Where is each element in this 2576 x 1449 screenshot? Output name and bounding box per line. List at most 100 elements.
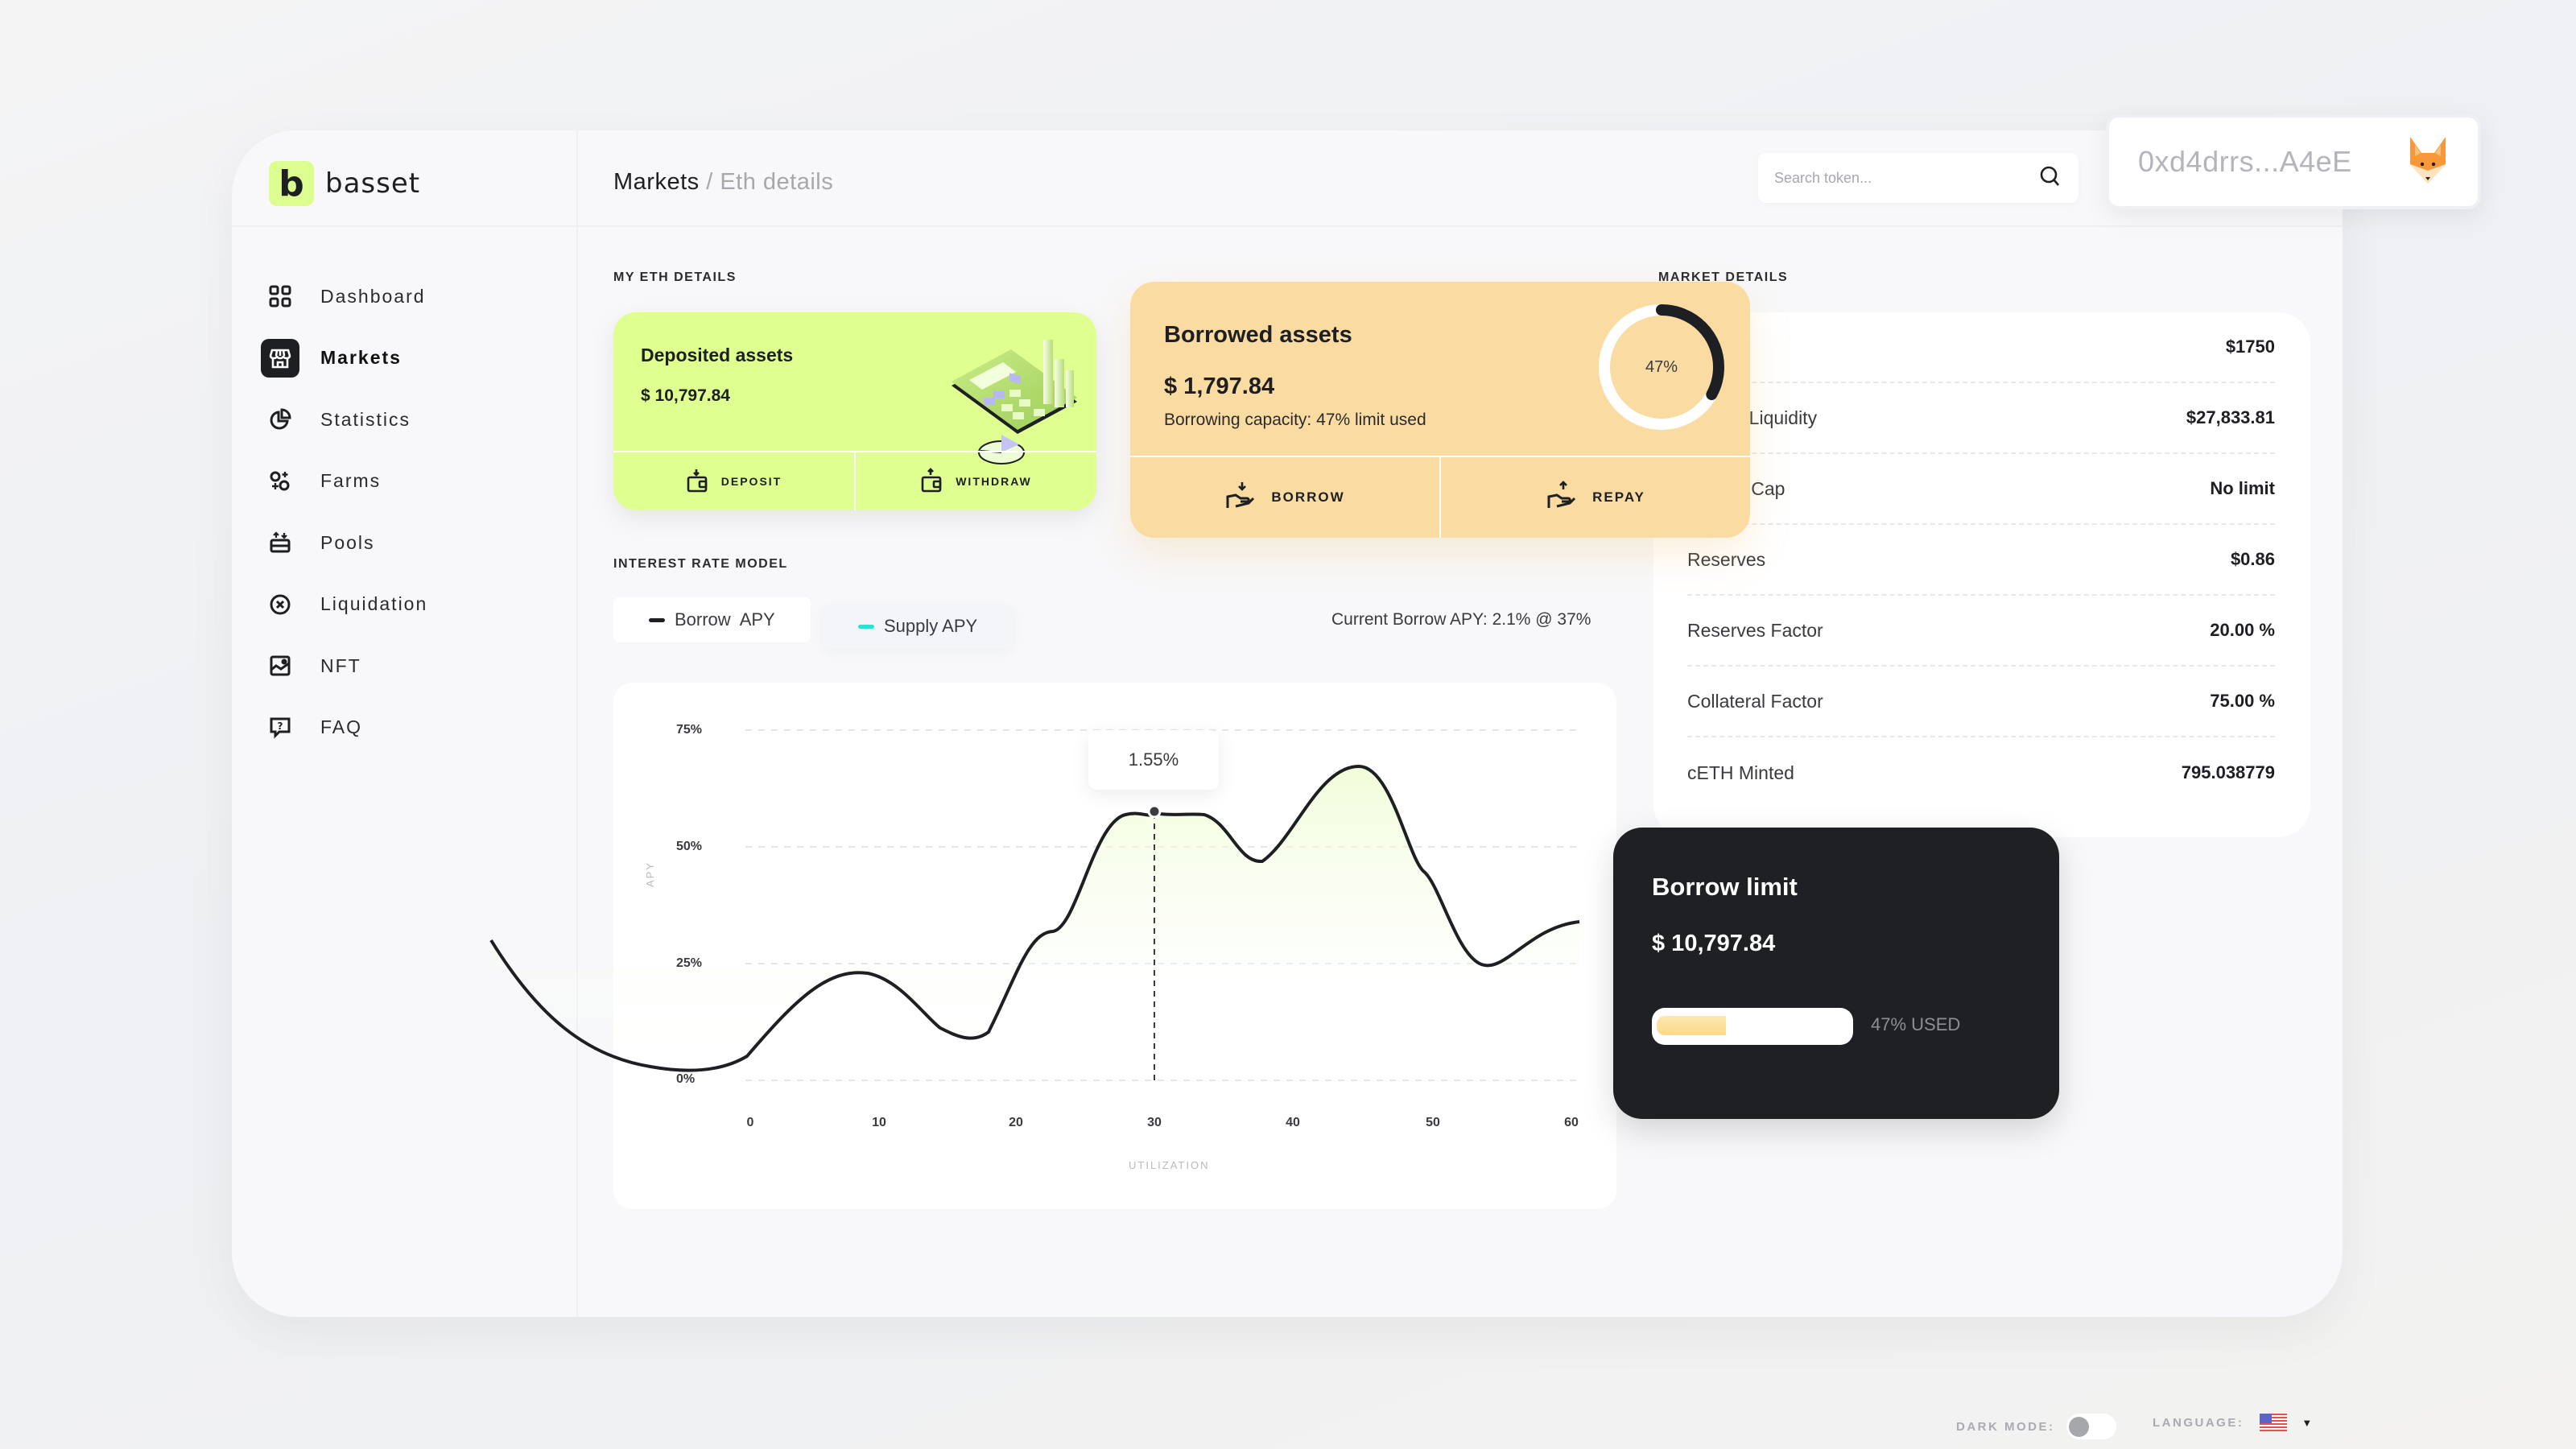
withdraw-label: WITHDRAW (956, 475, 1032, 488)
supply-swatch-icon (858, 624, 874, 629)
dark-mode-toggle[interactable] (2066, 1414, 2116, 1439)
x-circle-icon (261, 585, 299, 624)
sidebar-item-label: Farms (320, 470, 382, 492)
header-divider (232, 225, 2343, 227)
withdraw-button[interactable]: WITHDRAW (856, 452, 1096, 510)
sidebar-nav: Dashboard Markets Statistics Farms (261, 266, 427, 758)
us-flag-icon (2260, 1414, 2288, 1431)
market-row-reserves: Reserves $0.86 (1687, 525, 2275, 596)
market-row-reserves-factor: Reserves Factor 20.00 % (1687, 596, 2275, 667)
sidebar-item-statistics[interactable]: Statistics (261, 389, 427, 451)
card-divider (854, 451, 856, 510)
question-chat-icon: ? (261, 708, 299, 747)
deposit-button[interactable]: DEPOSIT (613, 452, 854, 510)
deposited-amount: $ 10,797.84 (641, 386, 730, 405)
market-row-value: No limit (2210, 478, 2275, 498)
pie-chart-icon (261, 400, 299, 439)
sidebar-item-label: Liquidation (320, 593, 428, 615)
progress-ring-icon (1599, 304, 1724, 430)
y-tick-50: 50% (676, 840, 703, 853)
x-tick: 0 (746, 1116, 754, 1129)
repay-button[interactable]: REPAY (1441, 457, 1750, 538)
wallet-address: 0xd4drrs...A4eE (2138, 145, 2352, 178)
market-row-label: Collateral Factor (1687, 690, 1823, 712)
x-tick: 40 (1286, 1116, 1300, 1129)
market-row-label: Reserves (1687, 548, 1766, 570)
market-row-value: 75.00 % (2210, 691, 2275, 711)
sidebar-item-faq[interactable]: ? FAQ (261, 697, 427, 759)
pools-icon (261, 523, 299, 562)
borrow-button[interactable]: BORROW (1130, 457, 1439, 538)
calculator-illustration-icon (945, 332, 1084, 473)
borrow-limit-title: Borrow limit (1652, 873, 1798, 901)
brand-logo[interactable]: b basset (269, 161, 420, 206)
sidebar: b basset Dashboard Markets Statistics (232, 130, 578, 1317)
sidebar-item-dashboard[interactable]: Dashboard (261, 266, 427, 328)
sidebar-item-pools[interactable]: Pools (261, 512, 427, 574)
borrow-swatch-icon (649, 617, 665, 622)
breadcrumb-separator: / (699, 169, 720, 195)
sidebar-item-label: Statistics (320, 408, 411, 430)
borrow-limit-used: 47% USED (1871, 1014, 1961, 1034)
breadcrumb-markets[interactable]: Markets (613, 169, 700, 195)
svg-text:?: ? (278, 720, 283, 732)
my-eth-details-label: MY ETH DETAILS (613, 270, 737, 284)
search-input[interactable] (1774, 169, 2038, 187)
language-select[interactable]: ▼ (2260, 1414, 2314, 1431)
card-divider (1439, 456, 1441, 538)
x-axis-title: UTILIZATION (1129, 1159, 1210, 1171)
tab-borrow-apy[interactable]: Borrow APY (613, 597, 811, 642)
borrowing-capacity-text: Borrowing capacity: 47% limit used (1164, 411, 1426, 429)
y-tick-75: 75% (676, 723, 703, 737)
borrowed-amount: $ 1,797.84 (1164, 374, 1275, 399)
wallet-in-icon (686, 468, 710, 496)
language-control: LANGUAGE: ▼ (2153, 1414, 2314, 1431)
market-row-value: $27,833.81 (2186, 407, 2275, 427)
wallet-button[interactable]: 0xd4drrs...A4eE (2106, 114, 2481, 209)
market-row-value: 795.038779 (2181, 762, 2275, 782)
sidebar-item-markets[interactable]: Markets (261, 328, 427, 390)
chevron-down-icon: ▼ (2301, 1416, 2314, 1429)
x-tick: 60 (1564, 1116, 1579, 1129)
market-row-label: cETH Minted (1687, 762, 1794, 783)
borrow-limit-card: Borrow limit $ 10,797.84 47% USED (1613, 828, 2059, 1119)
market-row-collateral-factor: Collateral Factor 75.00 % (1687, 667, 2275, 737)
hand-receive-icon (1224, 481, 1257, 515)
x-tick: 50 (1426, 1116, 1440, 1129)
y-tick-0: 0% (676, 1072, 696, 1086)
breadcrumb-current: Eth details (720, 169, 834, 195)
deposited-assets-card: Deposited assets $ 10,797.84 (613, 312, 1096, 510)
image-icon (261, 646, 299, 685)
tab-supply-apy[interactable]: Supply APY (823, 604, 1013, 649)
borrow-limit-amount: $ 10,797.84 (1652, 931, 1776, 956)
borrowed-title: Borrowed assets (1164, 322, 1352, 348)
hover-point-icon[interactable] (1147, 804, 1162, 819)
grid-icon (261, 277, 299, 316)
deposited-title: Deposited assets (641, 345, 794, 365)
sidebar-item-nft[interactable]: NFT (261, 635, 427, 697)
sidebar-item-liquidation[interactable]: Liquidation (261, 574, 427, 636)
brand-name: basset (325, 167, 421, 200)
repay-label: REPAY (1592, 489, 1645, 505)
apy-line-chart (489, 729, 1580, 1081)
search-icon[interactable] (2038, 164, 2062, 192)
x-tick: 20 (1009, 1116, 1023, 1129)
dark-mode-control: DARK MODE: (1956, 1414, 2116, 1439)
market-details-card: Price $1750 Market Liquidity $27,833.81 … (1653, 312, 2310, 837)
market-row-value: $1750 (2225, 336, 2275, 357)
borrow-limit-progress (1652, 1008, 1853, 1045)
x-tick: 30 (1147, 1116, 1162, 1129)
market-row-ceth-minted: cETH Minted 795.038779 (1687, 737, 2275, 808)
sidebar-item-label: NFT (320, 654, 361, 676)
sidebar-item-farms[interactable]: Farms (261, 451, 427, 513)
y-tick-25: 25% (676, 956, 703, 970)
market-row-value: 20.00 % (2210, 620, 2275, 640)
current-borrow-apy: Current Borrow APY: 2.1% @ 37% (1331, 610, 1591, 629)
toggle-knob (2068, 1417, 2089, 1437)
borrowed-assets-card: Borrowed assets $ 1,797.84 Borrowing cap… (1130, 282, 1750, 538)
chart-tooltip: 1.55% (1088, 730, 1219, 790)
tab-label: Borrow APY (675, 609, 775, 630)
tab-label: Supply APY (884, 616, 978, 636)
app-window: b basset Dashboard Markets Statistics (232, 130, 2343, 1439)
borrow-apy-line (489, 764, 1580, 1072)
